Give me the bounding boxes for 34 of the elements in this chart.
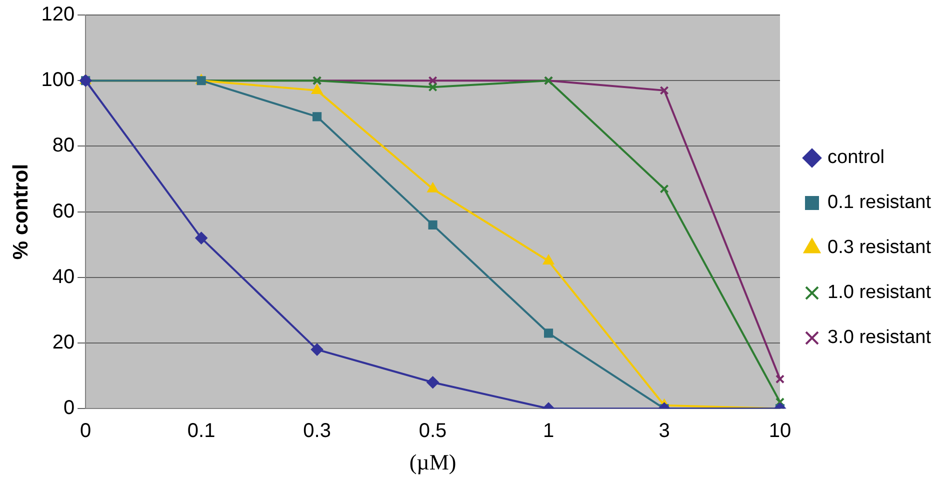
point bbox=[544, 328, 554, 338]
y-tick-label: 120 bbox=[41, 4, 75, 26]
y-tick-label: 80 bbox=[52, 134, 75, 157]
point bbox=[660, 184, 669, 194]
y-tick-label: 60 bbox=[52, 200, 75, 222]
y-tick-label: 40 bbox=[52, 266, 75, 288]
point bbox=[427, 182, 438, 192]
y-tick-label: 20 bbox=[52, 332, 75, 354]
x-tick-label: 0.3 bbox=[303, 420, 331, 442]
point bbox=[312, 84, 322, 94]
legend-label: 0.1 resistant bbox=[828, 192, 932, 214]
legend-label: 1.0 resistant bbox=[828, 282, 932, 304]
point bbox=[311, 344, 324, 356]
x-tick-label: 10 bbox=[768, 420, 792, 442]
point bbox=[775, 374, 785, 384]
x-tick-label: 0.1 bbox=[187, 420, 216, 442]
x-tick-label: 3 bbox=[658, 420, 670, 442]
point bbox=[660, 86, 669, 95]
x-tick-label: 1 bbox=[542, 420, 554, 442]
point bbox=[312, 112, 322, 122]
legend-label: control bbox=[828, 147, 885, 168]
y-axis-title: % control bbox=[9, 164, 32, 260]
y-tick-label: 0 bbox=[63, 397, 75, 420]
legend-label: 3.0 resistant bbox=[828, 327, 932, 348]
x-tick-label: 0 bbox=[80, 420, 92, 442]
x-axis-title: (µM) bbox=[409, 450, 456, 475]
y-tick-label: 100 bbox=[41, 69, 75, 92]
point bbox=[428, 82, 438, 92]
x-tick-label: 0.5 bbox=[418, 420, 447, 442]
point bbox=[543, 255, 554, 264]
point bbox=[426, 376, 439, 388]
point bbox=[195, 232, 208, 244]
point bbox=[428, 220, 438, 230]
legend-label: 0.3 resistant bbox=[828, 237, 932, 258]
